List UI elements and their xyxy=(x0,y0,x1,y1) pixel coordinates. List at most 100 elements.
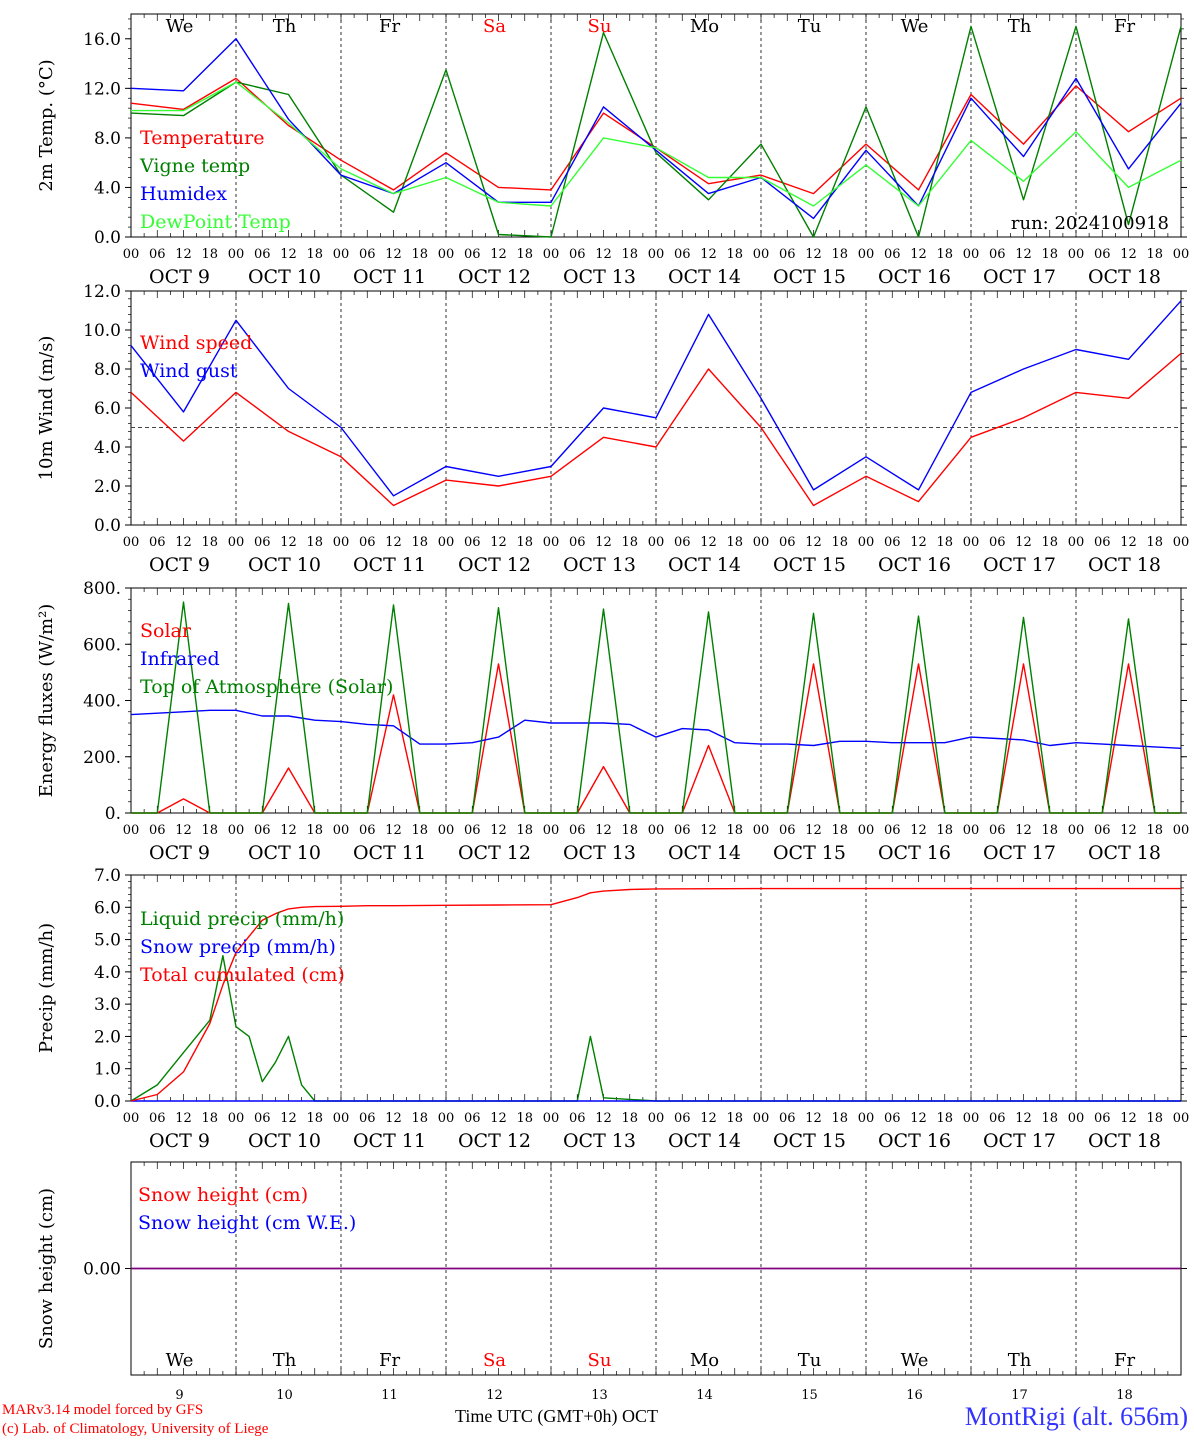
hour-label: 00 xyxy=(963,535,980,550)
hour-label: 00 xyxy=(228,823,245,838)
hour-label: 06 xyxy=(1094,535,1111,550)
hour-label: 18 xyxy=(1146,247,1163,262)
y-axis-label: Precip (mm/h) xyxy=(36,923,57,1053)
date-label: OCT 17 xyxy=(983,842,1056,864)
y-tick-label: 0.0 xyxy=(94,228,121,248)
y-tick-label: 600. xyxy=(83,635,121,655)
hour-label: 00 xyxy=(858,247,875,262)
y-tick-label: 5.0 xyxy=(94,931,121,951)
hour-label: 12 xyxy=(490,1111,507,1126)
hour-label: 18 xyxy=(516,823,533,838)
hour-label: 00 xyxy=(858,1111,875,1126)
date-label: OCT 9 xyxy=(149,1130,210,1152)
day-number-label: 16 xyxy=(906,1388,923,1403)
legend-entry: Snow height (cm W.E.) xyxy=(138,1212,356,1234)
y-axis-label: 10m Wind (m/s) xyxy=(36,336,57,481)
hour-label: 12 xyxy=(1120,823,1137,838)
y-tick-label: 0.0 xyxy=(94,1092,121,1112)
hour-label: 06 xyxy=(884,823,901,838)
hour-label: 12 xyxy=(1015,535,1032,550)
hour-label: 18 xyxy=(831,535,848,550)
y-axis-label: 2m Temp. (°C) xyxy=(36,59,57,191)
hour-label: 00 xyxy=(648,535,665,550)
hour-label: 18 xyxy=(831,823,848,838)
lab-credit: (c) Lab. of Climatology, University of L… xyxy=(2,1421,269,1437)
date-label: OCT 15 xyxy=(773,1130,846,1152)
hour-label: 06 xyxy=(674,823,691,838)
hour-label: 18 xyxy=(1041,1111,1058,1126)
hour-label: 00 xyxy=(1068,535,1085,550)
hour-label: 12 xyxy=(175,247,192,262)
weekday-label: We xyxy=(166,16,194,37)
hour-label: 18 xyxy=(1146,1111,1163,1126)
hour-label: 00 xyxy=(438,535,455,550)
panel-4: 0.0 1.0 2.0 3.0 4.0 5.0 6.0 7.0 Precip (mm/h) Liq… xyxy=(36,866,1189,1152)
hour-label: 06 xyxy=(464,823,481,838)
day-number-label: 17 xyxy=(1011,1388,1028,1403)
hour-label: 06 xyxy=(359,247,376,262)
hour-label: 06 xyxy=(779,535,796,550)
hour-label: 06 xyxy=(149,247,166,262)
hour-label: 06 xyxy=(779,1111,796,1126)
day-number-label: 12 xyxy=(486,1388,503,1403)
legend-entry: Snow height (cm) xyxy=(138,1184,308,1206)
hour-label: 00 xyxy=(228,1111,245,1126)
hour-label: 00 xyxy=(648,247,665,262)
hour-label: 12 xyxy=(490,823,507,838)
hour-label: 00 xyxy=(858,823,875,838)
date-label: OCT 10 xyxy=(248,842,321,864)
hour-label: 18 xyxy=(621,1111,638,1126)
day-number-label: 10 xyxy=(276,1388,293,1403)
hour-label: 00 xyxy=(1068,823,1085,838)
hour-label: 06 xyxy=(464,1111,481,1126)
hour-label: 18 xyxy=(936,823,953,838)
date-label: OCT 11 xyxy=(353,842,426,864)
hour-label: 00 xyxy=(438,823,455,838)
panel-1: 0.0 4.0 8.0 12.0 16.0 2m Temp. (°C) Temperatur… xyxy=(36,13,1189,288)
hour-label: 18 xyxy=(1041,247,1058,262)
day-number-label: 15 xyxy=(801,1388,818,1403)
hour-label: 12 xyxy=(1120,535,1137,550)
hour-label: 18 xyxy=(1146,823,1163,838)
date-label: OCT 15 xyxy=(773,266,846,288)
hour-label: 18 xyxy=(411,535,428,550)
hour-label: 06 xyxy=(149,823,166,838)
legend-entry: Temperature xyxy=(140,127,264,149)
series-line-wind-speed xyxy=(130,352,1182,507)
y-tick-label: 1.0 xyxy=(94,1060,121,1080)
model-credit: MARv3.14 model forced by GFS xyxy=(2,1402,204,1418)
y-tick-label: 800. xyxy=(83,579,121,599)
date-label: OCT 17 xyxy=(983,266,1056,288)
weekday-label: Th xyxy=(273,1350,297,1371)
hour-label: 12 xyxy=(1015,823,1032,838)
hour-label: 12 xyxy=(175,1111,192,1126)
hour-label: 18 xyxy=(726,247,743,262)
hour-label: 12 xyxy=(1015,247,1032,262)
weekday-label: Th xyxy=(273,16,297,37)
weekday-label: Tu xyxy=(798,1350,822,1371)
date-label: OCT 9 xyxy=(149,842,210,864)
date-label: OCT 12 xyxy=(458,554,531,576)
y-tick-label: 0.0 xyxy=(94,516,121,536)
hour-label: 00 xyxy=(1068,247,1085,262)
weekday-label: Tu xyxy=(798,16,822,37)
date-label: OCT 10 xyxy=(248,554,321,576)
hour-label: 18 xyxy=(726,823,743,838)
panel-2: 0.0 2.0 4.0 6.0 8.0 10.0 12.0 10m Wind (m/s) Win… xyxy=(36,282,1189,576)
hour-label: 18 xyxy=(411,247,428,262)
weekday-label: Mo xyxy=(690,16,719,37)
weekday-label: We xyxy=(901,16,929,37)
hour-label: 18 xyxy=(201,823,218,838)
hour-label: 00 xyxy=(228,535,245,550)
hour-label: 12 xyxy=(700,823,717,838)
legend-entry: Liquid precip (mm/h) xyxy=(140,908,344,930)
y-tick-label: 12.0 xyxy=(83,282,121,302)
hour-label: 12 xyxy=(175,535,192,550)
hour-label: 06 xyxy=(1094,247,1111,262)
hour-label: 12 xyxy=(490,247,507,262)
hour-label: 06 xyxy=(149,1111,166,1126)
day-number-label: 11 xyxy=(381,1388,398,1403)
hour-label: 18 xyxy=(726,535,743,550)
hour-label: 18 xyxy=(306,823,323,838)
run-annotation: run: 2024100918 xyxy=(1011,213,1169,234)
